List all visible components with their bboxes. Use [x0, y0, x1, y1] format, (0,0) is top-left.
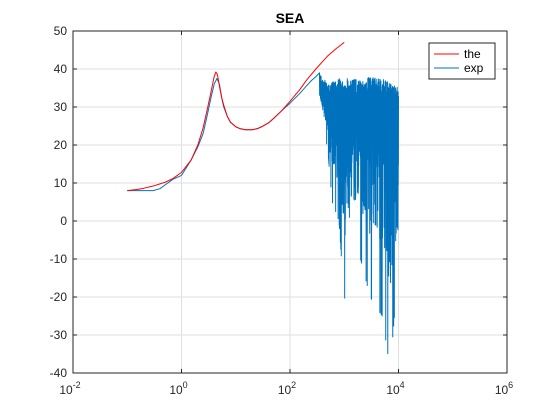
y-tick-label: -30	[50, 328, 68, 342]
y-tick-label: 0	[60, 214, 67, 228]
y-tick-label: 40	[54, 62, 68, 76]
legend-label-the: the	[464, 47, 481, 61]
data-group	[127, 42, 399, 355]
x-tick-base: 10	[59, 383, 73, 397]
x-tick-label: 10-2	[59, 380, 80, 397]
x-tick-exponent: 2	[291, 380, 296, 390]
legend-label-exp: exp	[464, 61, 484, 75]
legend-box	[428, 42, 496, 80]
series-line-the	[127, 42, 345, 192]
y-tick-label: -10	[50, 252, 68, 266]
x-tick-label: 100	[169, 380, 187, 397]
y-tick-label: 30	[54, 100, 68, 114]
x-tick-label: 102	[278, 380, 296, 397]
x-tick-exponent: -2	[73, 380, 81, 390]
x-tick-label: 104	[386, 380, 404, 397]
y-tick-label: -40	[50, 366, 68, 380]
x-tick-exponent: 4	[400, 380, 405, 390]
x-tick-base: 10	[495, 383, 509, 397]
x-tick-exponent: 0	[183, 380, 188, 390]
y-tick-label: 20	[54, 138, 68, 152]
series-line-exp	[127, 72, 399, 355]
x-tick-base: 10	[278, 383, 292, 397]
x-tick-base: 10	[169, 383, 183, 397]
x-tick-exponent: 6	[508, 380, 513, 390]
x-tick-label: 106	[495, 380, 513, 397]
chart-title: SEA	[276, 10, 305, 26]
y-tick-label: 50	[54, 24, 68, 38]
y-tick-label: 10	[54, 176, 68, 190]
y-tick-label: -20	[50, 290, 68, 304]
x-tick-base: 10	[386, 383, 400, 397]
